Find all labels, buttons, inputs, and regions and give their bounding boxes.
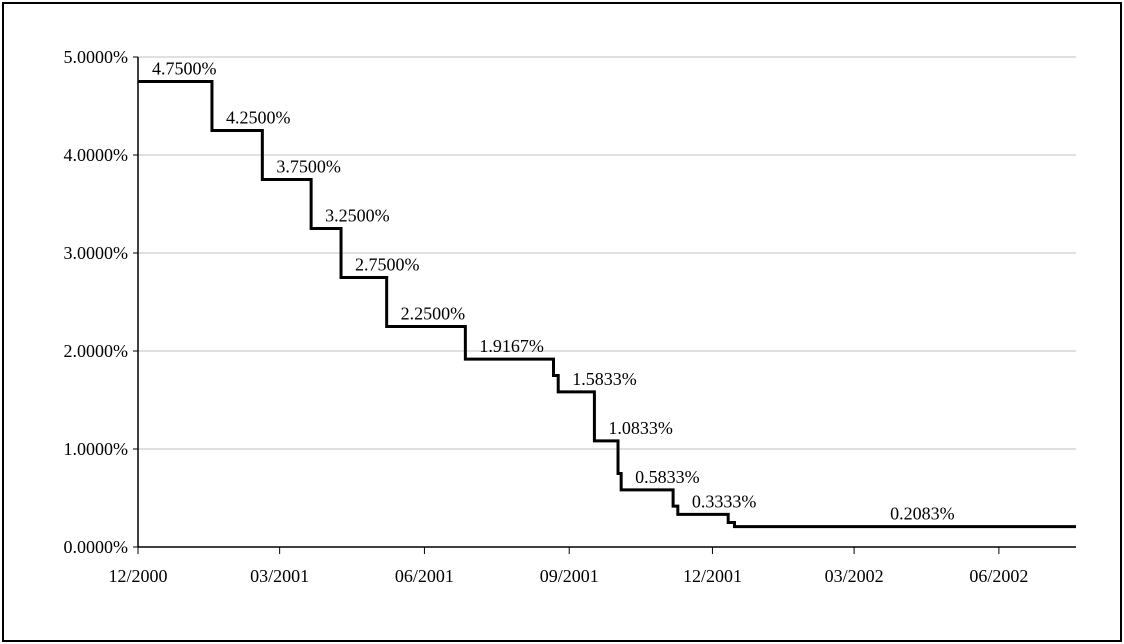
x-tick-label-5: 03/2002 [825, 566, 884, 586]
x-tick-label-4: 12/2001 [683, 566, 742, 586]
data-label-10: 0.3333% [692, 491, 757, 511]
step-line-chart: 0.0000% 1.0000% 2.0000% 3.0000% 4.0000% 5.000… [64, 47, 1076, 586]
data-label-2: 3.7500% [276, 157, 341, 177]
rate-step-line [138, 80, 1076, 529]
data-label-6: 1.9167% [479, 336, 544, 356]
x-tick-label-0: 12/2000 [108, 566, 167, 586]
x-tick-label-1: 03/2001 [250, 566, 309, 586]
data-label-0: 4.7500% [152, 59, 217, 79]
data-label-4: 2.7500% [355, 255, 420, 275]
y-tick-label-1: 1.0000% [64, 439, 129, 459]
y-tick-label-3: 3.0000% [64, 243, 129, 263]
data-label-5: 2.2500% [401, 304, 466, 324]
x-tick-label-3: 09/2001 [540, 566, 599, 586]
y-tick-label-2: 2.0000% [64, 341, 129, 361]
data-label-9: 0.5833% [635, 467, 700, 487]
data-label-1: 4.2500% [226, 108, 290, 128]
data-label-7: 1.5833% [572, 369, 637, 389]
y-tick-label-5: 5.0000% [64, 47, 129, 67]
data-label-11: 0.2083% [890, 504, 955, 524]
x-tick-label-2: 06/2001 [395, 566, 454, 586]
data-label-8: 1.0833% [608, 418, 673, 438]
y-tick-label-0: 0.0000% [64, 537, 129, 557]
data-label-3: 3.2500% [325, 206, 390, 226]
x-tick-label-6: 06/2002 [969, 566, 1028, 586]
y-tick-label-4: 4.0000% [64, 145, 129, 165]
